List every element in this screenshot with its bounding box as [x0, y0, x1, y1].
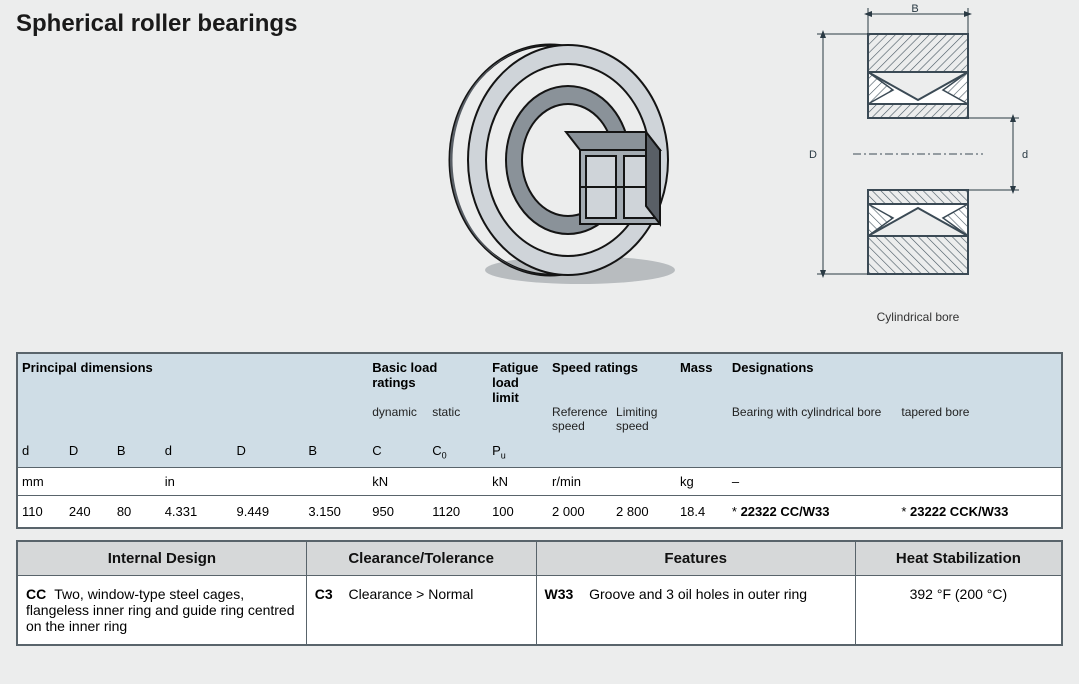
val-D-in: 9.449 — [233, 495, 305, 528]
schematic-svg: B D d — [773, 4, 1063, 304]
dtc-clearance: C3 Clearance > Normal — [306, 576, 536, 646]
hdr-lim-speed: Limiting speed — [612, 405, 676, 433]
val-mass: 18.4 — [676, 495, 728, 528]
hdr-cyl-bore: Bearing with cylindrical bore — [728, 405, 897, 433]
dth-heat: Heat Stabilization — [855, 541, 1062, 576]
hdr-speed: Speed ratings — [552, 360, 638, 375]
hdr-designations: Designations — [732, 360, 814, 375]
code-c3: C3 — [315, 586, 341, 602]
hdr-static: static — [428, 405, 488, 433]
page-title: Spherical roller bearings — [16, 10, 297, 38]
code-cc: CC — [26, 586, 54, 602]
hdr-ref-speed: Reference speed — [548, 405, 612, 433]
code-w33: W33 — [545, 586, 582, 602]
hdr-fatigue: Fatigue load limit — [492, 360, 538, 405]
val-B-in: 3.150 — [304, 495, 368, 528]
val-ref-speed: 2 000 — [548, 495, 612, 528]
val-D-mm: 240 — [65, 495, 113, 528]
dtc-features: W33 Groove and 3 oil holes in outer ring — [536, 576, 855, 646]
dtc-internal: CCTwo, window-type steel cages, flangele… — [17, 576, 306, 646]
dth-features: Features — [536, 541, 855, 576]
dth-internal: Internal Design — [17, 541, 306, 576]
sym-B-in: B — [304, 433, 368, 467]
val-d-in: 4.331 — [161, 495, 233, 528]
sym-d-in: d — [161, 433, 233, 467]
hdr-principal: Principal dimensions — [22, 360, 153, 375]
dth-clearance: Clearance/Tolerance — [306, 541, 536, 576]
unit-kg: kg — [676, 467, 728, 495]
val-C0: 1120 — [428, 495, 488, 528]
hdr-mass: Mass — [680, 360, 713, 375]
sym-D: D — [65, 433, 113, 467]
hdr-basic-load: Basic load ratings — [372, 360, 437, 390]
unit-kN2: kN — [488, 467, 548, 495]
sym-C0: C0 — [428, 433, 488, 467]
sym-C: C — [368, 433, 428, 467]
dim-d-label: d — [1022, 149, 1028, 161]
sym-Pu: Pu — [488, 433, 548, 467]
val-desig-cyl: * 22322 CC/W33 — [728, 495, 897, 528]
sym-D-in: D — [233, 433, 305, 467]
val-Pu: 100 — [488, 495, 548, 528]
unit-kN: kN — [368, 467, 488, 495]
schematic-diagram: B D d Cylindrical bore — [773, 4, 1063, 324]
schematic-caption: Cylindrical bore — [773, 310, 1063, 324]
unit-rmin: r/min — [548, 467, 676, 495]
val-desig-tap: * 23222 CCK/W33 — [897, 495, 1062, 528]
unit-in: in — [161, 467, 369, 495]
dim-B-label: B — [911, 4, 918, 15]
unit-row: mm in kN kN r/min kg – — [17, 467, 1062, 495]
dtc-heat: 392 °F (200 °C) — [855, 576, 1062, 646]
val-C: 950 — [368, 495, 428, 528]
unit-mm: mm — [17, 467, 161, 495]
val-lim-speed: 2 800 — [612, 495, 676, 528]
unit-dash: – — [728, 467, 1062, 495]
spec-table: Principal dimensions Basic load ratings … — [16, 352, 1063, 529]
hdr-tap-bore: tapered bore — [897, 405, 1062, 433]
detail-row: CCTwo, window-type steel cages, flangele… — [17, 576, 1062, 646]
sym-d: d — [17, 433, 65, 467]
detail-table: Internal Design Clearance/Tolerance Feat… — [16, 540, 1063, 646]
hdr-dynamic: dynamic — [368, 405, 428, 433]
val-d-mm: 110 — [17, 495, 65, 528]
bearing-illustration — [420, 30, 720, 320]
bearing-render-svg — [440, 30, 700, 290]
sym-B: B — [113, 433, 161, 467]
dim-D-label: D — [809, 149, 817, 161]
val-B-mm: 80 — [113, 495, 161, 528]
data-row: 110 240 80 4.331 9.449 3.150 950 1120 10… — [17, 495, 1062, 528]
